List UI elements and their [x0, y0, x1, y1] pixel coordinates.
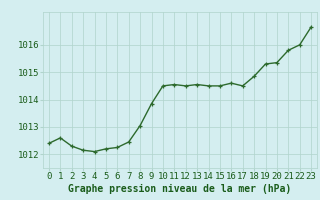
X-axis label: Graphe pression niveau de la mer (hPa): Graphe pression niveau de la mer (hPa)	[68, 184, 292, 194]
